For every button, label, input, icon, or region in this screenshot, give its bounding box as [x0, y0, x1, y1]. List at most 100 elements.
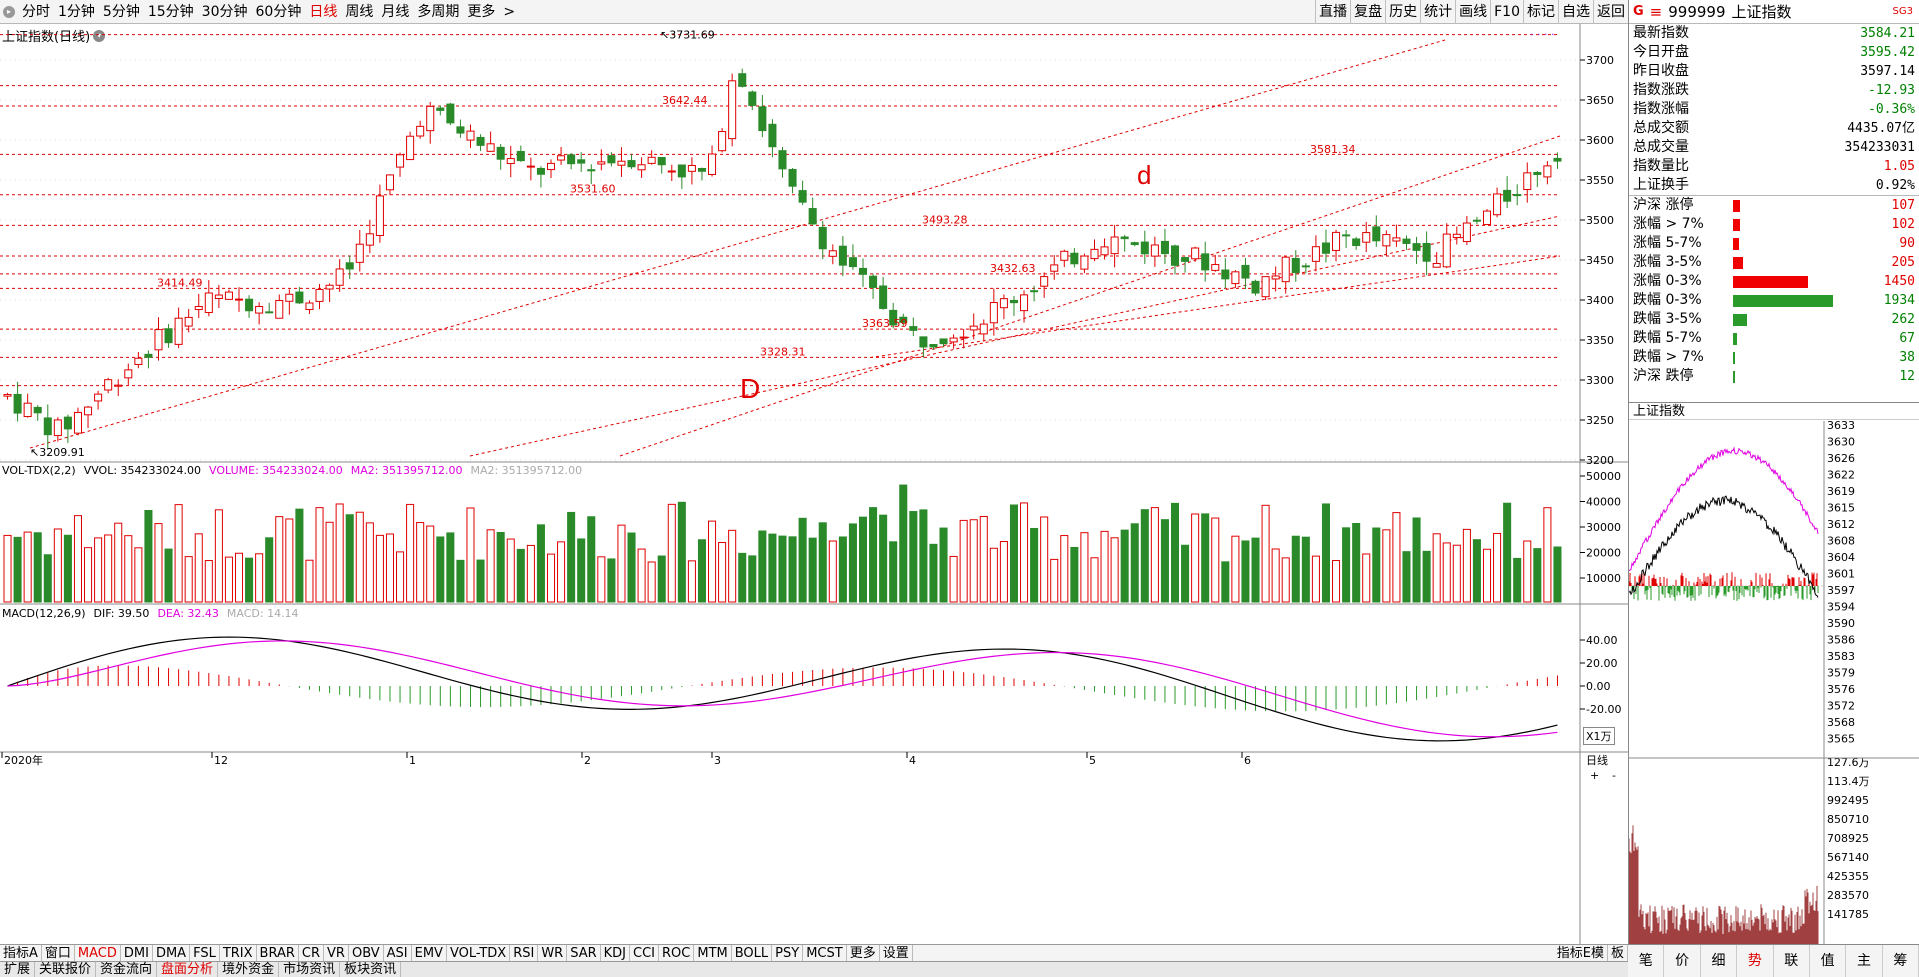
status-tab[interactable]: 资金流向 [96, 962, 158, 977]
indicator-tab[interactable]: 窗口 [42, 945, 75, 962]
price-annotation: 3414.49 [157, 276, 203, 289]
tool-button[interactable]: F10 [1490, 0, 1523, 24]
status-tab[interactable]: 板块资讯 [340, 962, 402, 977]
indicator-tab-right[interactable]: 指标E模 [1554, 945, 1608, 962]
indicator-tab-right[interactable]: 板 [1608, 945, 1628, 962]
tool-button[interactable]: 返回 [1593, 0, 1628, 24]
period-tab[interactable]: 60分钟 [255, 3, 302, 20]
candle-body [1513, 194, 1522, 197]
volume-legend-item: VVOL: 354233024.00 [83, 464, 202, 477]
volume-bar [979, 515, 988, 603]
breadth-bar [1733, 199, 1740, 212]
quote-tab[interactable]: 价 [1664, 945, 1701, 977]
intraday-chart[interactable]: 3633 3630 3626 3622 3619 3615 3612 3608 3604 3601… [1629, 421, 1919, 944]
dropdown-icon[interactable]: ▾ [93, 29, 106, 42]
indicator-tab[interactable]: OBV [349, 945, 384, 962]
candle-body [104, 379, 113, 391]
quote-tab[interactable]: 值 [1810, 945, 1847, 977]
indicator-tab[interactable]: BRAR [257, 945, 299, 962]
status-tab[interactable]: 扩展 [0, 962, 36, 977]
indicator-tab[interactable]: EMV [412, 945, 447, 962]
candle-body [879, 285, 888, 309]
indicator-tab[interactable]: VR [324, 945, 349, 962]
quote-label: 指数涨跌 [1633, 82, 1689, 98]
indicator-tab[interactable]: CR [299, 945, 325, 962]
tool-button[interactable]: 历史 [1385, 0, 1420, 24]
indicator-tab[interactable]: 指标A [0, 945, 42, 962]
indicator-tab[interactable]: 更多 [847, 945, 880, 962]
indicator-tab[interactable]: VOL-TDX [447, 945, 511, 962]
period-tab[interactable]: 分时 [22, 3, 50, 20]
period-tab[interactable]: 周线 [345, 3, 374, 20]
indicator-tab[interactable]: ROC [659, 945, 695, 962]
candle-body [657, 157, 666, 166]
tool-button[interactable]: 复盘 [1350, 0, 1385, 24]
status-tab[interactable]: 境外资金 [218, 962, 280, 977]
indicator-tab[interactable]: MCST [803, 945, 847, 962]
volume-bar [1462, 528, 1471, 603]
indicator-tab[interactable]: FSL [190, 945, 220, 962]
candle-body [1472, 219, 1481, 222]
period-tab[interactable]: 更多 [467, 3, 496, 20]
indicator-tab[interactable]: DMI [121, 945, 153, 962]
indicator-tab[interactable]: MACD [75, 945, 121, 962]
period-tab[interactable]: 多周期 [417, 3, 460, 20]
more-arrow-icon[interactable]: > [503, 3, 516, 20]
kline-chart[interactable]: 3700365036003550350034503400335033003250… [0, 24, 1628, 944]
breadth-row: 涨幅 3-5% 205 [1629, 253, 1919, 272]
status-tab[interactable]: 关联报价 [35, 962, 97, 977]
indicator-tab[interactable]: PSY [772, 945, 804, 962]
quote-tab[interactable]: 笔 [1628, 945, 1665, 977]
indicator-tab[interactable]: BOLL [732, 945, 773, 962]
volume-bar [536, 524, 545, 603]
status-tab[interactable]: 市场资讯 [279, 962, 341, 977]
period-tab[interactable]: 5分钟 [102, 3, 140, 20]
zoom-in-icon[interactable]: + [1590, 769, 1599, 782]
indicator-tab[interactable]: CCI [630, 945, 660, 962]
breadth-value: 205 [1891, 255, 1915, 270]
indicator-tab[interactable]: SAR [567, 945, 601, 962]
period-tab[interactable]: 1分钟 [58, 3, 95, 20]
menu-lines-icon[interactable]: ≡ [1649, 2, 1663, 21]
candle-body [295, 291, 304, 304]
tool-button[interactable]: 统计 [1420, 0, 1455, 24]
wave-label-d: d [1137, 160, 1151, 190]
mini-vol-tick: 425355 [1827, 870, 1869, 883]
tool-button[interactable]: 直播 [1315, 0, 1350, 24]
volume-bar [104, 534, 113, 603]
indicator-tab[interactable]: DMA [153, 945, 191, 962]
indicator-tab[interactable]: MTM [694, 945, 732, 962]
status-tab[interactable]: 盘面分析 [157, 962, 219, 977]
menu-icon[interactable]: ▸ [3, 5, 15, 18]
breadth-value: 67 [1899, 331, 1915, 346]
mini-price-tick: 3579 [1827, 667, 1855, 680]
period-tab[interactable]: 30分钟 [201, 3, 248, 20]
quote-tab[interactable]: 主 [1846, 945, 1883, 977]
indicator-tab[interactable]: WR [538, 945, 568, 962]
quote-tab[interactable]: 筹 [1883, 945, 1919, 977]
volume-bar [1201, 513, 1210, 603]
quote-tab[interactable]: 细 [1701, 945, 1738, 977]
candle-body [848, 257, 857, 268]
indicator-tab[interactable]: TRIX [220, 945, 257, 962]
candle-body [959, 336, 968, 339]
indicator-tab[interactable]: ASI [384, 945, 412, 962]
indicator-tab[interactable]: 设置 [880, 945, 913, 962]
period-tab[interactable]: 15分钟 [147, 3, 194, 20]
tool-button[interactable]: 标记 [1523, 0, 1558, 24]
period-tab[interactable]: 日线 [309, 3, 338, 20]
volume-bar [1040, 516, 1049, 603]
tool-button[interactable]: 自选 [1558, 0, 1593, 24]
tool-button[interactable]: 画线 [1455, 0, 1490, 24]
quote-tab[interactable]: 势 [1737, 945, 1774, 977]
quote-tab[interactable]: 联 [1774, 945, 1810, 977]
mini-price-tick: 3572 [1827, 700, 1855, 713]
volume-bar [768, 533, 777, 603]
period-tab[interactable]: 月线 [381, 3, 410, 20]
zoom-out-icon[interactable]: - [1612, 769, 1616, 782]
candle-body [607, 155, 616, 164]
indicator-tab[interactable]: KDJ [601, 945, 631, 962]
volume-bar [466, 507, 475, 603]
macd-tick: 20.00 [1586, 657, 1618, 670]
indicator-tab[interactable]: RSI [510, 945, 539, 962]
